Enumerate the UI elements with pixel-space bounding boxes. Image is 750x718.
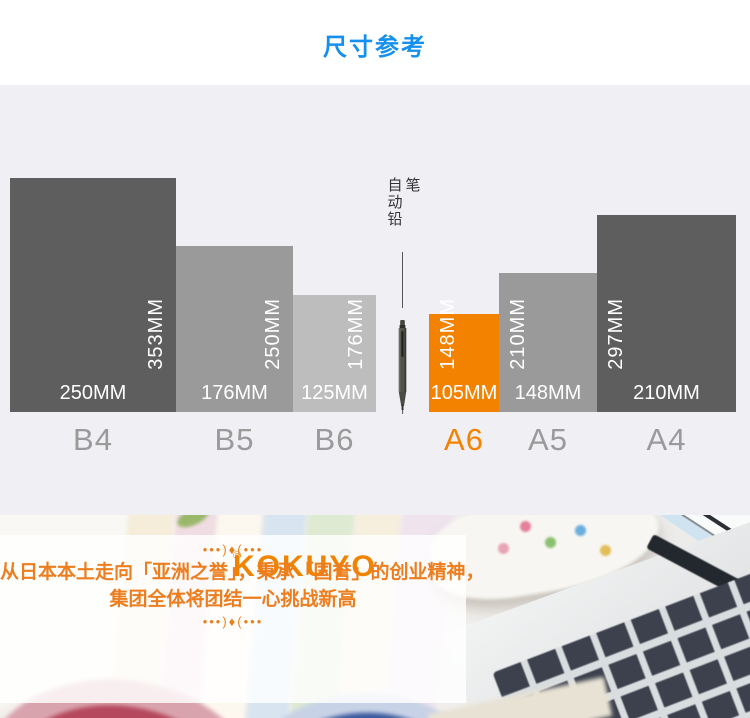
ornament-icon: •••)♦(••• [202, 614, 264, 629]
paper-rect-a4: 297MM 210MM [597, 215, 736, 412]
leader-line [402, 252, 403, 308]
photo-print-dot [498, 543, 509, 554]
size-bars: 353MM 250MM B4 250MM 176MM B5 176MM 125MM B6 自动铅笔… [10, 177, 736, 458]
height-label: 297MM [605, 298, 627, 370]
height-label: 353MM [145, 298, 167, 370]
paper-rect-a6: 148MM 105MM [429, 298, 499, 412]
registered-mark: ® [233, 550, 242, 562]
size-bar-b6: 176MM 125MM B6 [293, 295, 376, 458]
height-label: 176MM [345, 298, 367, 370]
width-label: 125MM [301, 382, 368, 404]
paper-rect-b6: 176MM 125MM [293, 295, 376, 412]
paper-rect-b5: 250MM 176MM [176, 246, 293, 412]
width-label: 176MM [201, 382, 268, 404]
height-label: 210MM [507, 298, 529, 370]
width-label: 148MM [514, 382, 582, 404]
category-label: B6 [314, 422, 355, 457]
category-label: A6 [444, 422, 484, 457]
size-bar-b5: 250MM 176MM B5 [176, 246, 293, 458]
height-label: 250MM [262, 298, 284, 370]
brand-slogan-line1: 从日本本土走向「亚洲之誉」，秉承「国誉」的创业精神， [0, 562, 485, 583]
category-label: A5 [528, 422, 568, 457]
paper-rect-a5: 210MM 148MM [499, 273, 597, 412]
size-bar-a6: 148MM 105MM A6 [429, 298, 499, 458]
title-band: 尺寸参考 [0, 0, 750, 85]
kokuyo-logo: KOKUYO [233, 550, 377, 583]
brand-banner: KOKUYO ® •••)♦(••• 从日本本土走向「亚洲之誉」，秉承「国誉」的创… [0, 515, 750, 718]
width-label: 210MM [633, 382, 700, 404]
size-bar-b4: 353MM 250MM B4 [10, 178, 176, 458]
size-comparison-chart: 353MM 250MM B4 250MM 176MM B5 176MM 125MM B6 自动铅笔… [0, 85, 750, 515]
width-label: 250MM [59, 382, 127, 404]
ornament-icon: •••)♦(••• [202, 542, 264, 557]
brand-slogan-line2: 集团全体将团结一心挑战新高 [109, 589, 357, 610]
width-label: 105MM [430, 382, 498, 404]
pencil-label: 自动铅笔 [385, 177, 421, 228]
height-label: 148MM [437, 298, 459, 370]
photo-print-dot [575, 525, 586, 536]
brand-panel: KOKUYO ® •••)♦(••• 从日本本土走向「亚洲之誉」，秉承「国誉」的创… [0, 535, 485, 703]
category-label: B5 [214, 422, 255, 457]
pencil-icon [397, 320, 408, 414]
size-bar-a4: 297MM 210MM A4 [597, 215, 736, 458]
photo-print-dot [545, 537, 556, 548]
category-label: B4 [73, 422, 113, 457]
paper-rect-b4: 353MM 250MM [10, 178, 176, 412]
size-bar-a5: 210MM 148MM A5 [499, 273, 597, 458]
photo-print-dot [600, 545, 611, 556]
pencil-annotation: 自动铅笔 [376, 177, 429, 458]
page-title: 尺寸参考 [323, 34, 427, 61]
photo-print-dot [520, 521, 531, 532]
category-label: A4 [646, 422, 687, 457]
